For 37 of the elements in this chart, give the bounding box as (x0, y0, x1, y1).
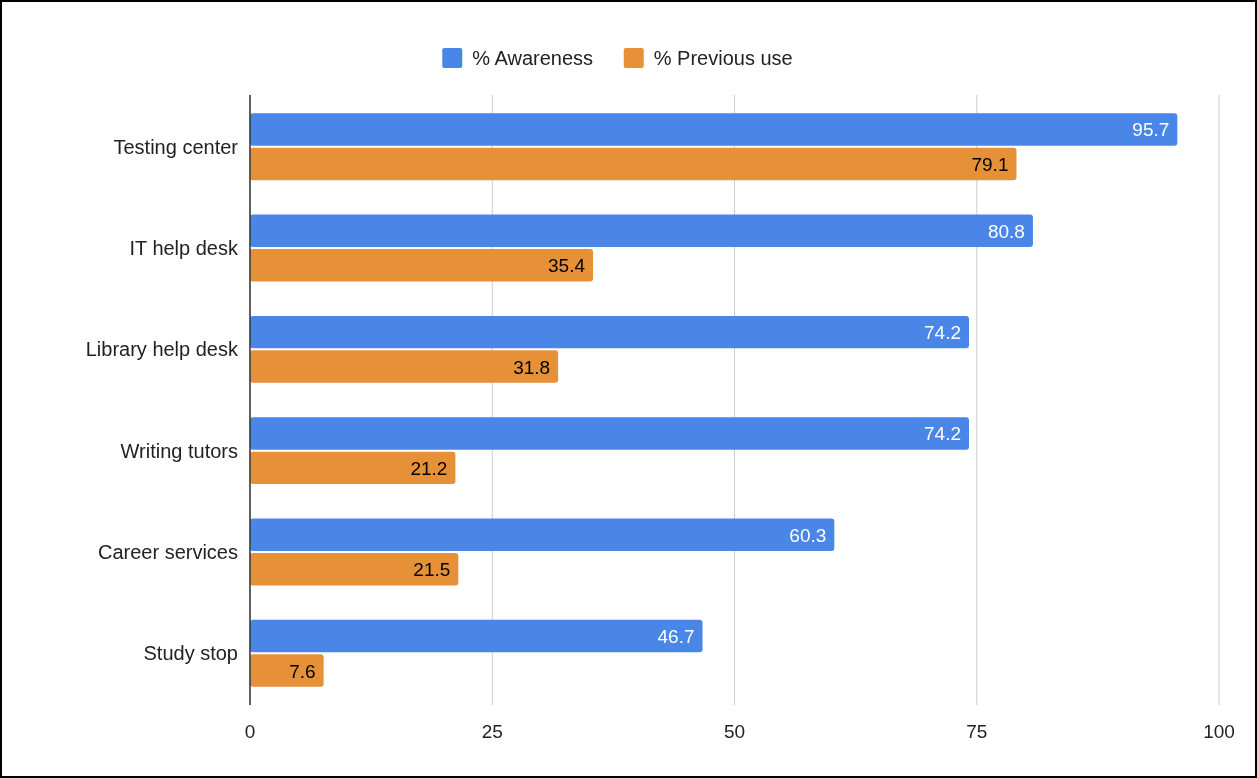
bar (250, 315, 969, 349)
y-tick-label: Testing center (113, 135, 239, 158)
data-label: 21.5 (413, 559, 451, 581)
bar (250, 147, 1017, 181)
bar (250, 214, 1033, 248)
y-tick-label: Writing tutors (120, 439, 238, 462)
bar (250, 249, 594, 282)
bar (250, 417, 969, 450)
bar (250, 552, 459, 586)
x-tick-label: 50 (723, 721, 746, 742)
data-label: 21.2 (410, 457, 448, 479)
y-tick-label: IT help desk (129, 237, 239, 260)
data-label: 79.1 (971, 153, 1009, 175)
data-label: 7.6 (289, 660, 316, 682)
data-label: 46.7 (657, 626, 695, 648)
x-tick-label: 75 (966, 721, 988, 742)
x-tick-label: 0 (244, 721, 256, 742)
y-tick-label: Study stop (143, 642, 238, 665)
bar (250, 350, 559, 383)
bar (250, 654, 324, 687)
data-label: 31.8 (513, 356, 551, 378)
data-label: 74.2 (924, 322, 961, 344)
x-tick-label: 25 (481, 721, 503, 742)
data-label: 60.3 (789, 524, 827, 546)
data-label: 95.7 (1132, 119, 1170, 141)
y-tick-label: Career services (97, 540, 238, 563)
data-label: 74.2 (924, 423, 961, 445)
bar (250, 518, 835, 551)
legend-label: % Awareness (472, 47, 594, 69)
bar (250, 619, 703, 653)
bar (250, 451, 456, 485)
legend-label: % Previous use (653, 47, 793, 69)
x-tick-label: 100 (1203, 721, 1235, 742)
bar (250, 113, 1178, 146)
data-label: 35.4 (548, 255, 586, 277)
y-tick-label: Library help desk (85, 338, 239, 361)
data-label: 80.8 (987, 220, 1025, 242)
